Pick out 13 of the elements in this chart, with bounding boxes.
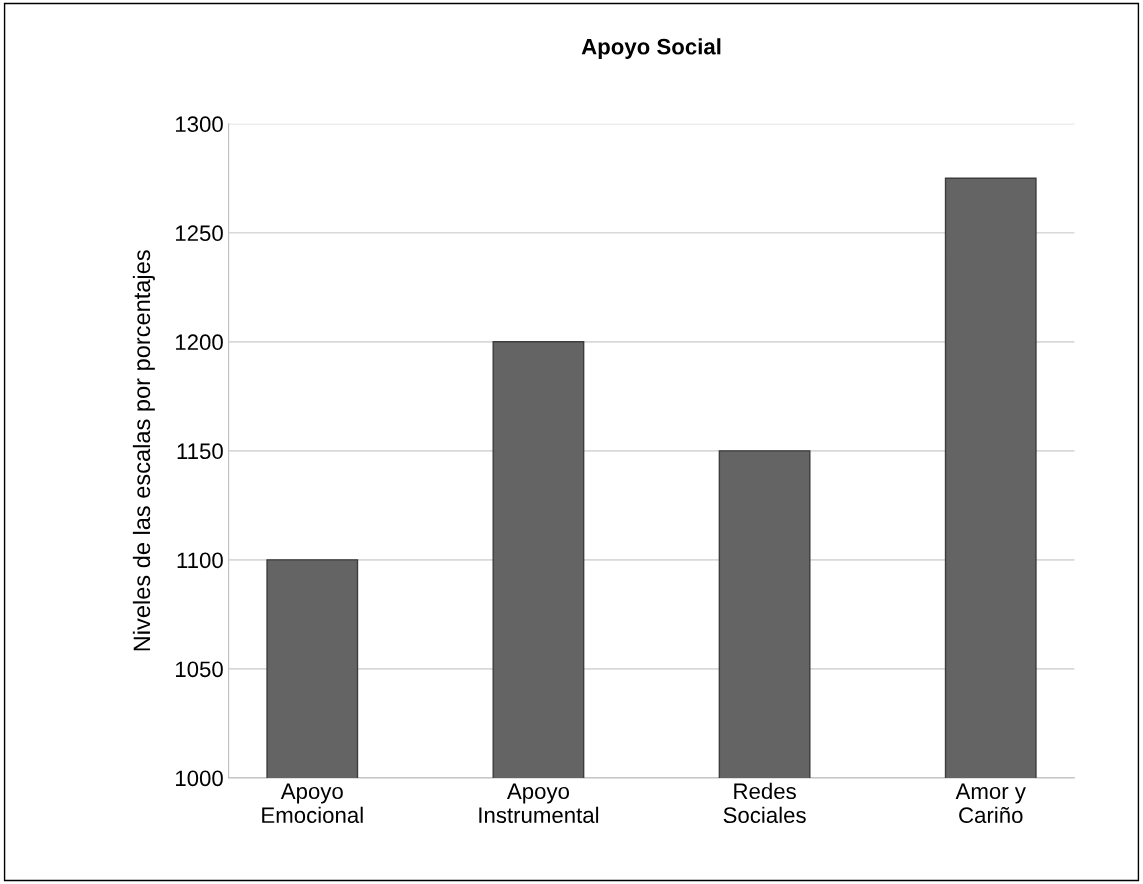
chart-title: Apoyo Social — [581, 38, 721, 59]
x-tick-label: Apoyo Instrumental — [479, 783, 599, 824]
y-tick-label: 1200 — [176, 334, 223, 351]
y-tick-label: 1300 — [176, 116, 223, 133]
x-tick-label: Redes Sociales — [723, 782, 806, 824]
y-tick-label: 1000 — [176, 770, 223, 787]
y-tick-label: 1250 — [176, 225, 223, 242]
y-tick-label: 1150 — [177, 443, 223, 460]
x-tick-label: Amor y Cariño — [955, 783, 1026, 824]
y-tick-label: 1050 — [176, 661, 223, 678]
y-tick-label: 1100 — [177, 552, 223, 569]
x-tick-label: Apoyo Emocional — [262, 783, 363, 824]
y-axis-title: Niveles de las escalas por porcentajes — [132, 250, 155, 651]
